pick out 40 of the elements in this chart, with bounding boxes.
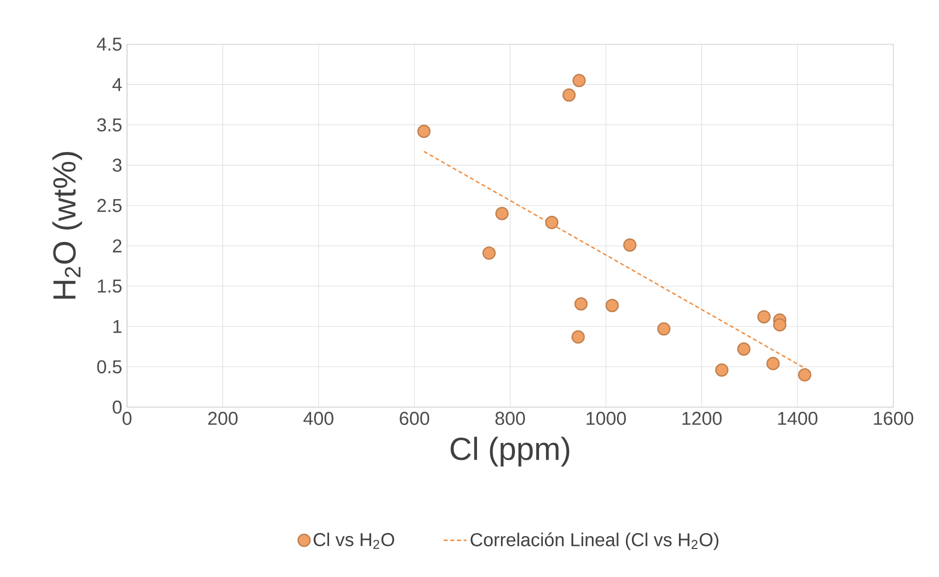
y-tick-label: 1 xyxy=(113,320,122,333)
point xyxy=(606,298,619,312)
x-tick-label: 600 xyxy=(400,412,430,425)
point xyxy=(657,322,671,336)
point xyxy=(562,88,576,102)
x-tick-label: 1400 xyxy=(778,412,818,425)
point xyxy=(495,206,509,220)
x-tick-label: 1600 xyxy=(874,412,914,425)
point xyxy=(757,310,771,324)
y-tick-label: 2 xyxy=(112,239,122,252)
y-tick-label: 0 xyxy=(112,400,122,414)
y-tick-label: 2.5 xyxy=(97,198,122,212)
point xyxy=(623,238,637,252)
point xyxy=(798,368,812,382)
point xyxy=(417,124,431,138)
y-tick-label: 4.5 xyxy=(96,38,122,51)
x-tick-label: 400 xyxy=(303,412,334,425)
y-tick-label: 0.5 xyxy=(97,360,122,374)
point xyxy=(737,342,750,356)
point xyxy=(574,297,588,310)
legend-label: Cl vs H$_{2}$O xyxy=(314,532,394,549)
x-tick-label: 200 xyxy=(208,412,238,425)
point xyxy=(482,246,496,260)
point xyxy=(766,356,780,370)
x-tick-label: 800 xyxy=(495,412,525,425)
x-tick-label: 0 xyxy=(122,412,132,425)
point xyxy=(572,74,586,88)
y-axis-title: H$_{2}$O (wt%) xyxy=(52,152,82,299)
point xyxy=(572,330,585,344)
x-axis-title: Cl (ppm) xyxy=(450,436,570,466)
y-tick-label: 3.5 xyxy=(97,118,122,132)
y-tick-label: 4 xyxy=(112,78,122,91)
y-tick-label: 3 xyxy=(112,158,122,172)
legend-label: Correlación Lineal (Cl vs H$_{2}$O) xyxy=(470,532,718,550)
point xyxy=(715,363,728,377)
point xyxy=(545,216,558,229)
y-tick-label: 1.5 xyxy=(98,280,122,293)
x-tick-label: 1200 xyxy=(682,412,722,425)
x-tick-label: 1000 xyxy=(586,412,626,425)
point xyxy=(773,318,786,332)
